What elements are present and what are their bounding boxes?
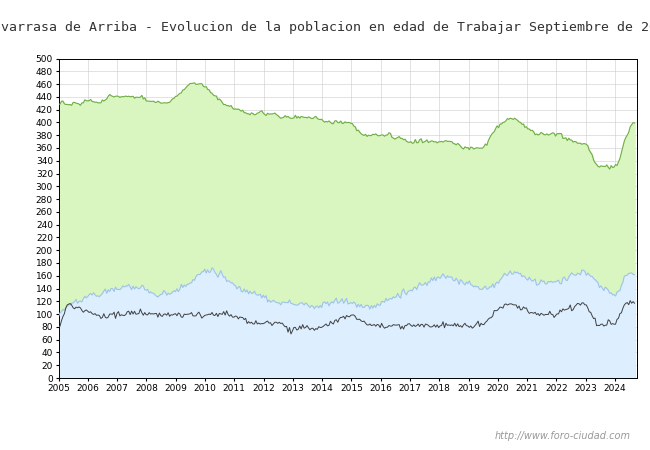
Text: Calvarrasa de Arriba - Evolucion de la poblacion en edad de Trabajar Septiembre : Calvarrasa de Arriba - Evolucion de la p…: [0, 21, 650, 33]
Text: http://www.foro-ciudad.com: http://www.foro-ciudad.com: [495, 431, 630, 441]
